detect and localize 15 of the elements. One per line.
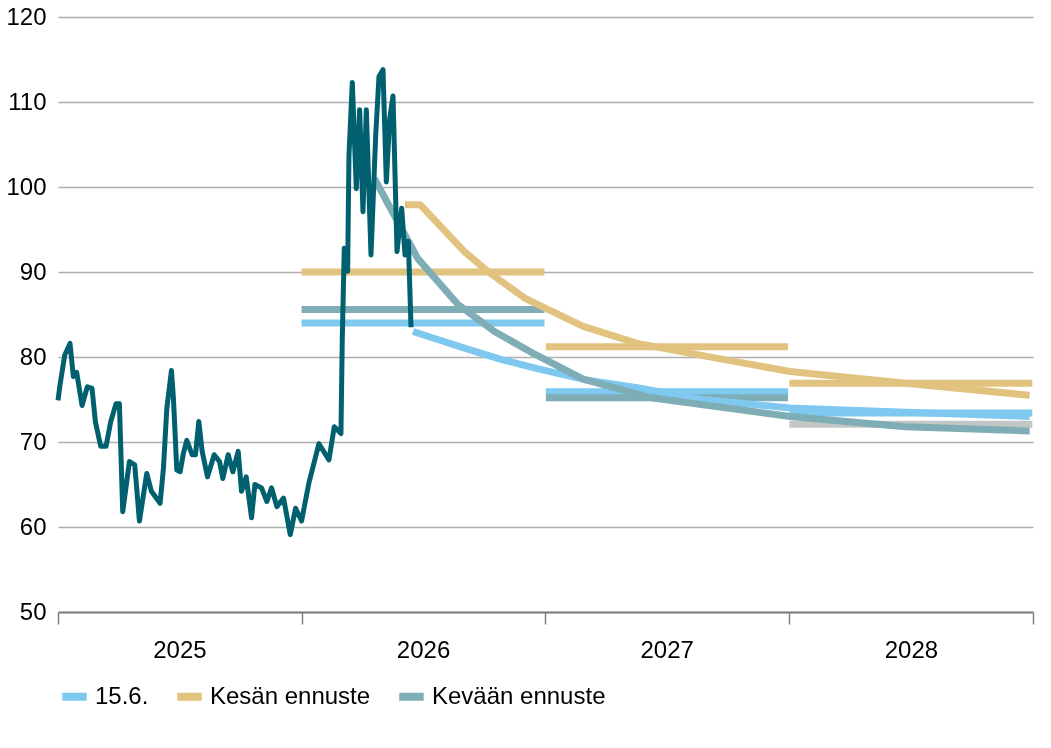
- y-tick-label: 60: [19, 512, 47, 540]
- x-tick-label: 2025: [153, 635, 207, 663]
- y-tick-label: 110: [8, 87, 47, 115]
- legend-label: Kevään ennuste: [432, 681, 606, 709]
- y-tick-label: 100: [6, 172, 47, 200]
- x-tick-label: 2026: [396, 635, 451, 663]
- legend-label: 15.6.: [95, 681, 149, 709]
- y-tick-label: 50: [19, 597, 47, 625]
- y-tick-label: 70: [19, 427, 47, 455]
- x-tick-label: 2028: [884, 635, 939, 663]
- y-tick-label: 90: [19, 257, 47, 285]
- legend-label: Kesän ennuste: [210, 681, 371, 709]
- y-tick-label: 80: [19, 342, 47, 370]
- y-tick-label: 120: [6, 2, 47, 30]
- x-tick-label: 2027: [640, 635, 694, 663]
